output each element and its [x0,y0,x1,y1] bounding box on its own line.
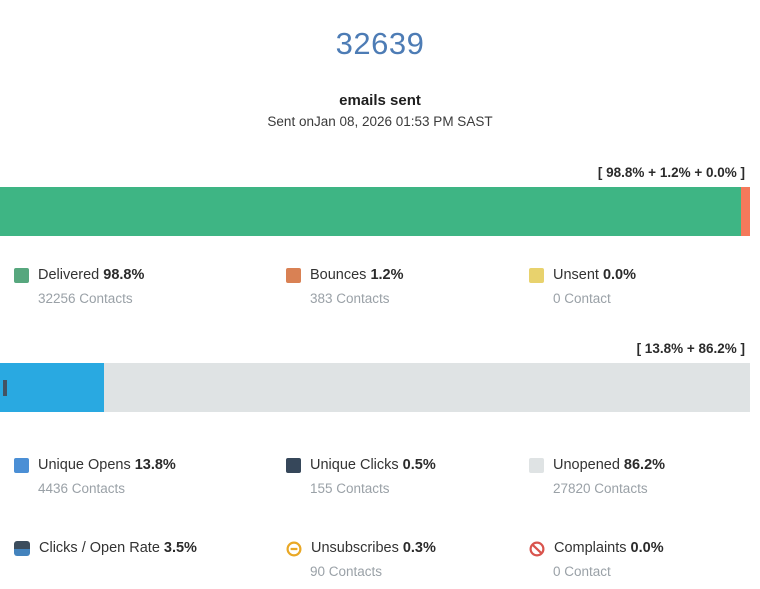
emails-sent-label: emails sent [339,92,421,109]
stat-item-unsubscribes: Unsubscribes 0.3% 90 Contacts [286,539,529,580]
legend-item-unique-clicks: Unique Clicks 0.5% 155 Contacts [286,456,529,497]
opens-chart: [ 13.8% + 86.2% ] [0,340,750,412]
unique-clicks-swatch-icon [286,458,301,473]
legend-item-unsent: Unsent 0.0% 0 Contact [529,266,750,307]
unique-opens-pct: 13.8% [134,457,176,473]
extra-stats-row: Clicks / Open Rate 3.5% Unsubscribes 0.3% … [0,539,750,580]
unopened-label: Unopened 86.2% [553,457,666,473]
unsubscribes-pct: 0.3% [402,540,436,556]
unopened-pct: 86.2% [623,457,666,473]
delivered-swatch-icon [14,268,29,283]
minus-circle-icon [286,540,302,557]
delivery-chart-annotation: [ 98.8% + 1.2% + 0.0% ] [597,165,745,180]
sent-on-timestamp: Sent onJan 08, 2026 01:53 PM SAST [267,114,493,129]
emails-sent-total: 32639 [335,26,425,61]
unsent-contacts: 0 Contact [553,291,611,306]
unsubscribes-label: Unsubscribes 0.3% [311,540,436,556]
stat-item-complaints: Complaints 0.0% 0 Contact [529,539,750,580]
unique-clicks-bar-segment [3,379,7,396]
delivered-pct: 98.8% [103,267,145,283]
legend-item-unopened: Unopened 86.2% 27820 Contacts [529,456,750,497]
legend-item-delivered: Delivered 98.8% 32256 Contacts [14,266,286,307]
unique-clicks-pct: 0.5% [402,457,436,473]
opens-stacked-bar [0,363,750,412]
stat-item-clicks-open-rate: Clicks / Open Rate 3.5% [14,539,286,580]
delivery-stacked-bar [0,187,750,236]
delivery-chart: [ 98.8% + 1.2% + 0.0% ] [0,164,750,236]
unsubscribes-contacts: 90 Contacts [310,564,383,579]
unique-opens-label: Unique Opens 13.8% [38,457,176,473]
unsent-swatch-icon [529,268,544,283]
bounces-pct: 1.2% [370,267,404,283]
unique-clicks-contacts: 155 Contacts [310,481,390,496]
bounces-contacts: 383 Contacts [310,291,390,306]
ban-icon [529,540,545,557]
clicks-open-rate-label: Clicks / Open Rate 3.5% [39,540,197,556]
unique-opens-bar-segment [0,363,104,412]
delivered-bar-segment [0,187,741,236]
delivery-legend: Delivered 98.8% 32256 Contacts Bounces 1.2… [0,266,750,307]
unopened-bar-segment [103,363,750,412]
unique-clicks-label: Unique Clicks 0.5% [310,457,436,473]
legend-item-unique-opens: Unique Opens 13.8% 4436 Contacts [14,456,286,497]
delivered-label: Delivered 98.8% [38,267,145,283]
header: 32639 emails sent Sent onJan 08, 2026 01… [0,0,760,131]
bounces-label: Bounces 1.2% [310,267,404,283]
opens-legend: Unique Opens 13.8% 4436 Contacts Unique C… [0,456,750,497]
legend-item-bounces: Bounces 1.2% 383 Contacts [286,266,529,307]
complaints-pct: 0.0% [630,540,664,556]
unsent-pct: 0.0% [602,267,637,283]
opens-chart-annotation: [ 13.8% + 86.2% ] [636,341,745,356]
clicks-open-rate-pct: 3.5% [163,540,197,556]
delivered-contacts: 32256 Contacts [38,291,133,306]
bounces-swatch-icon [286,268,301,283]
unsent-label: Unsent 0.0% [553,267,637,283]
clicks-open-rate-icon [14,541,30,556]
complaints-contacts: 0 Contact [553,564,611,579]
unique-opens-contacts: 4436 Contacts [38,481,126,496]
unopened-contacts: 27820 Contacts [553,481,648,496]
unique-opens-swatch-icon [14,458,29,473]
bounces-bar-segment [741,187,750,236]
unopened-swatch-icon [529,458,544,473]
complaints-label: Complaints 0.0% [554,540,664,556]
